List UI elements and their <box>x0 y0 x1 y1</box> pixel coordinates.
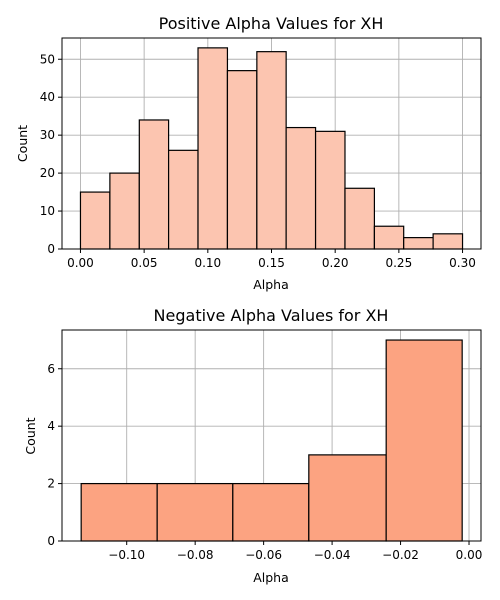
y-tick-label: 6 <box>47 362 55 376</box>
y-tick-label: 0 <box>47 534 55 548</box>
histogram-bar <box>138 119 170 250</box>
x-tick-label: 0.20 <box>322 256 349 270</box>
x-tick-label: 0.00 <box>67 256 94 270</box>
y-tick-label: 4 <box>47 419 55 433</box>
x-tick-label: 0.05 <box>131 256 158 270</box>
positive-alpha-histogram: Positive Alpha Values for XH 0.00 0.05 0.1… <box>15 14 482 292</box>
x-tick-label: −0.08 <box>177 548 214 562</box>
chart-title: Positive Alpha Values for XH <box>159 14 384 33</box>
y-tick-label: 30 <box>40 128 55 142</box>
histogram-bar <box>156 482 234 542</box>
histogram-bar <box>232 482 310 542</box>
x-axis-label: Alpha <box>253 570 289 585</box>
histogram-bar <box>432 233 464 250</box>
y-tick-label: 50 <box>40 52 55 66</box>
histogram-bar <box>256 51 287 250</box>
x-tick-label: −0.04 <box>314 548 351 562</box>
x-tick-label: −0.02 <box>382 548 419 562</box>
histogram-bar <box>308 454 387 542</box>
plot-frame <box>61 329 482 542</box>
histogram-bar <box>344 187 376 250</box>
histogram-bar <box>314 130 346 250</box>
y-axis-label: Count <box>23 417 38 454</box>
histogram-bar <box>80 482 158 542</box>
y-tick-label: 10 <box>40 204 55 218</box>
histogram-bar <box>167 149 199 250</box>
y-tick-label: 20 <box>40 166 55 180</box>
x-axis-label: Alpha <box>253 277 289 292</box>
y-tick-label: 40 <box>40 90 55 104</box>
histogram-bar <box>403 237 434 250</box>
x-tick-label: 0.30 <box>449 256 476 270</box>
y-axis-label: Count <box>15 125 30 162</box>
y-tick-label: 2 <box>47 477 55 491</box>
x-tick-label: 0.10 <box>194 256 221 270</box>
histogram-bar <box>197 47 229 250</box>
histogram-bar <box>385 339 463 542</box>
axis-ticks: −0.10 −0.08 −0.06 −0.04 −0.02 0.00 0 2 4 6 <box>47 362 482 562</box>
negative-alpha-histogram: Negative Alpha Values for XH −0.10 −0.08−… <box>23 306 482 585</box>
histogram-bar <box>79 191 111 250</box>
histogram-bar <box>373 225 405 250</box>
bars <box>80 339 463 542</box>
x-tick-label: 0.25 <box>385 256 412 270</box>
histogram-bar <box>109 172 140 250</box>
chart-title: Negative Alpha Values for XH <box>154 306 389 325</box>
x-tick-label: 0.15 <box>258 256 285 270</box>
histogram-bar <box>285 126 317 250</box>
x-tick-label: 0.00 <box>456 548 483 562</box>
axis-ticks: 0.00 0.05 0.10 0.15 0.20 0.25 0.30 0 10 20 30 40 50 <box>40 52 476 270</box>
y-tick-label: 0 <box>47 242 55 256</box>
x-tick-label: −0.06 <box>245 548 282 562</box>
x-tick-label: −0.10 <box>108 548 145 562</box>
histogram-bar <box>226 70 258 250</box>
bars <box>79 47 464 250</box>
